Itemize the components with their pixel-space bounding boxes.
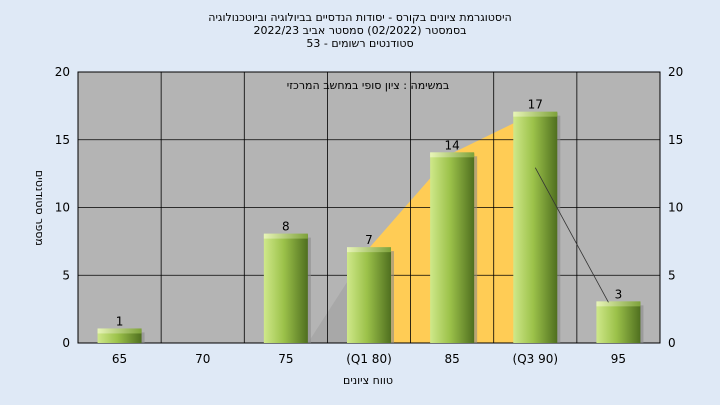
bar-top-6	[596, 301, 641, 307]
x-tick-0: 65	[112, 352, 127, 366]
data-label-2: 8	[282, 220, 290, 234]
x-axis-label: טווח ציונים	[343, 374, 393, 387]
trend-line	[534, 167, 609, 303]
data-label-4: 14	[445, 138, 460, 152]
y-tick-right-2: 10	[668, 201, 683, 215]
bar-body-6	[596, 302, 641, 343]
bar-top-5	[513, 111, 558, 117]
data-label-layer: 1 8 7 14 17 3	[116, 98, 622, 329]
y-tick-left-1: 5	[62, 268, 70, 282]
grid-layer	[77, 71, 661, 344]
chart-title-line-2: בסמסטר (02/2022) סמסטר אביב 2022/23	[253, 24, 466, 37]
y-axis-label: מספר סטודנטים	[33, 170, 46, 246]
bar-layer	[97, 111, 644, 344]
bar-body-4	[430, 153, 475, 343]
bar-top-0	[97, 328, 142, 334]
data-label-6: 3	[615, 287, 623, 301]
chart-title-line-3: סטודנטים רשומים - 53	[306, 37, 413, 50]
bar-2	[263, 233, 311, 343]
bar-0	[97, 328, 145, 343]
bar-top-3	[347, 247, 391, 253]
y-tick-left-3: 15	[55, 133, 70, 147]
data-label-5: 17	[528, 98, 543, 112]
x-tick-6: 95	[611, 352, 626, 366]
bar-body-5	[513, 112, 558, 344]
outline-layer	[534, 167, 609, 303]
y-tick-right-1: 5	[668, 268, 676, 282]
chart-annotation: במשימה : ציון סופי במחשב המרכזי	[287, 79, 450, 92]
x-tick-5: (Q3 90)	[513, 352, 559, 366]
x-tick-4: 85	[445, 352, 460, 366]
x-tick-2: 75	[278, 352, 293, 366]
x-tick-labels: 65 70 75 (Q1 80) 85 (Q3 90) 95	[112, 352, 626, 366]
y-tick-left-0: 0	[62, 336, 70, 350]
data-label-0: 1	[116, 314, 124, 328]
x-tick-1: 70	[195, 352, 210, 366]
data-label-3: 7	[365, 233, 373, 247]
y-tick-left-2: 10	[55, 201, 70, 215]
y-tick-labels-right: 0 5 10 15 20	[668, 65, 683, 350]
x-tick-3: (Q1 80)	[346, 352, 392, 366]
y-tick-left-4: 20	[55, 65, 70, 79]
y-tick-labels-left: 0 5 10 15 20	[55, 65, 70, 350]
bar-top-4	[430, 152, 475, 158]
bar-4	[430, 152, 478, 343]
bar-top-2	[263, 233, 308, 239]
bar-body-2	[263, 234, 308, 343]
y-tick-right-0: 0	[668, 336, 676, 350]
bar-body-3	[347, 248, 391, 343]
y-tick-right-4: 20	[668, 65, 683, 79]
bar-5	[513, 111, 561, 344]
bar-3	[347, 247, 394, 343]
bar-6	[596, 301, 644, 343]
y-tick-right-3: 15	[668, 133, 683, 147]
chart-title-line-1: היסטוגרמת ציונים בקורס - יסודות הנדסיים …	[208, 11, 511, 24]
